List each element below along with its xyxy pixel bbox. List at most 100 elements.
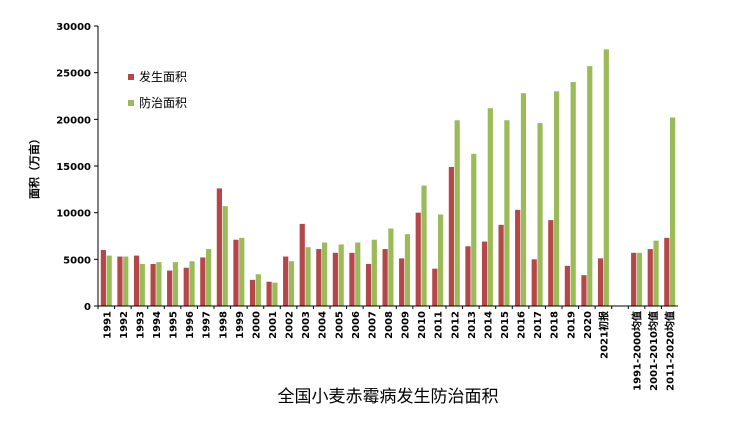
bar-control [421, 185, 427, 306]
bar-occurrence [133, 255, 140, 306]
bar-control [206, 249, 212, 306]
bar-occurrence [382, 249, 388, 306]
bar-occurrence [448, 166, 454, 306]
bar-occurrence [100, 250, 106, 306]
y-tick-label: 15000 [56, 162, 91, 173]
x-category-label: 1995 [169, 311, 180, 339]
bar-occurrence [200, 257, 206, 306]
x-category-label: 1998 [218, 311, 229, 339]
x-category-label: 2019 [566, 311, 577, 339]
bar-control [388, 228, 394, 306]
bar-control [305, 247, 311, 306]
bar-control [454, 120, 460, 307]
x-category-label: 1993 [135, 311, 146, 339]
x-category-label: 1994 [152, 311, 163, 339]
bar-control [355, 242, 361, 306]
bar-control [520, 93, 527, 306]
bar-occurrence [664, 237, 670, 306]
bar-occurrence [332, 252, 338, 306]
bar-occurrence [432, 268, 438, 306]
y-axis-ticks: 0 5000 10000 15000 20000 25000 30000 [56, 22, 98, 313]
bar-control [471, 153, 477, 306]
bar-occurrence [283, 256, 289, 306]
y-tick-label: 0 [84, 302, 91, 313]
bar-control [338, 244, 344, 306]
bar-control [653, 240, 659, 306]
x-category-label: 2003 [301, 311, 312, 339]
x-category-label: 2020 [583, 311, 594, 339]
bar-control [504, 120, 510, 307]
x-category-label: 1991 [102, 311, 113, 339]
x-category-label: 2005 [334, 311, 345, 339]
bar-control [371, 239, 377, 306]
bar-control [189, 261, 195, 306]
bar-occurrence [597, 258, 604, 306]
y-tick-label: 5000 [63, 255, 91, 266]
bar-control [239, 237, 245, 306]
bar-control [587, 66, 593, 306]
x-category-label: 1996 [185, 311, 196, 339]
legend-label: 防治面积 [139, 95, 187, 110]
y-tick-label: 20000 [56, 115, 91, 126]
bar-control [570, 82, 576, 306]
bar-control [272, 282, 278, 306]
x-category-label: 2021初报 [597, 311, 610, 359]
x-category-label: 2013 [467, 311, 478, 339]
bar-control [255, 274, 261, 306]
legend-swatch [128, 74, 134, 80]
bar-occurrence [581, 275, 587, 306]
bar-occurrence [183, 267, 189, 306]
x-category-label: 1992 [119, 311, 130, 339]
bar-occurrence [365, 264, 372, 306]
x-category-label: 1999 [235, 311, 246, 339]
y-tick-label: 10000 [56, 209, 91, 220]
x-category-label: 2006 [351, 311, 362, 339]
bar-occurrence [216, 188, 222, 306]
bar-occurrence [415, 212, 421, 306]
x-category-label: 2008 [384, 311, 395, 339]
x-category-label: 2011-2020均值 [664, 311, 677, 391]
bar-control [123, 256, 129, 306]
bar-control [322, 242, 328, 306]
bar-control [404, 234, 411, 306]
bar-control [172, 262, 179, 306]
x-category-label: 2007 [367, 311, 378, 339]
x-category-label: 2010 [417, 311, 428, 339]
bar-control [106, 255, 112, 306]
y-tick-label: 25000 [56, 69, 91, 80]
chart-title: 全国小麦赤霉病发生防治面积 [278, 387, 499, 407]
legend-label: 发生面积 [139, 69, 187, 84]
bar-occurrence [481, 241, 488, 306]
x-category-label: 2009 [401, 311, 412, 339]
bar-occurrence [515, 209, 521, 306]
bar-control [554, 91, 560, 306]
bar-control [487, 108, 493, 306]
x-category-label: 2014 [483, 311, 494, 339]
x-category-label: 2001 [268, 311, 279, 339]
x-category-label: 1991-2000均值 [631, 311, 644, 391]
bar-occurrence [233, 239, 239, 306]
category-labels: 1991 1992 1993 1994 1995 1996 1997 1998 1999 2000… [102, 311, 676, 391]
x-category-label: 2001-2010均值 [647, 311, 660, 391]
y-tick-label: 30000 [56, 22, 91, 33]
bar-occurrence [266, 281, 272, 306]
bar-control [288, 261, 295, 306]
x-category-label: 1997 [202, 311, 213, 339]
bar-control [636, 252, 643, 306]
bar-occurrence [399, 258, 405, 306]
x-category-label: 2018 [550, 311, 561, 339]
bar-control [139, 264, 145, 306]
bar-control [670, 117, 676, 306]
bar-control [537, 123, 543, 306]
x-category-label: 2000 [251, 311, 262, 339]
x-category-label: 2011 [434, 311, 445, 339]
bar-occurrence [167, 270, 173, 306]
bar-occurrence [631, 252, 637, 306]
bar-occurrence [531, 259, 537, 306]
x-category-label: 2002 [285, 311, 296, 339]
bar-occurrence [117, 256, 123, 306]
bar-occurrence [299, 223, 305, 306]
x-category-label: 2012 [450, 311, 461, 339]
